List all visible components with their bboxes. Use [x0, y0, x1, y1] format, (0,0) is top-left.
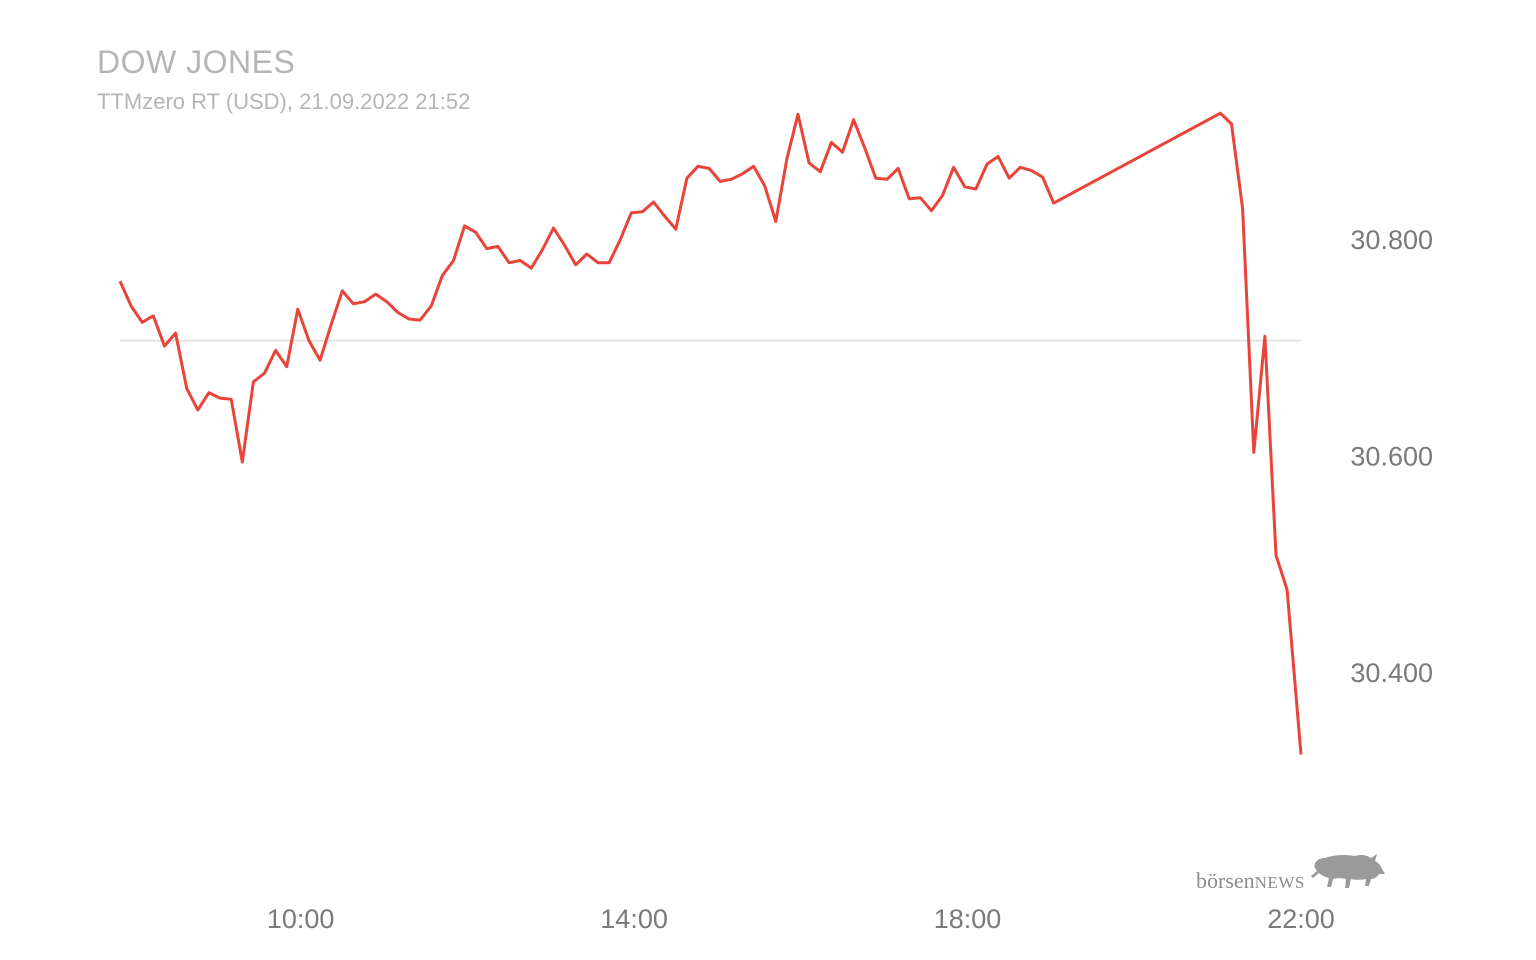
- brand-lower: börsen: [1196, 868, 1255, 893]
- chart-subtitle: TTMzero RT (USD), 21.09.2022 21:52: [97, 89, 471, 114]
- borsennews-logo: börsenNEWS: [1196, 852, 1385, 892]
- series-line: [118, 111, 1303, 755]
- brand-wordmark: börsenNEWS: [1196, 870, 1305, 892]
- y-tick-label: 30.600: [1350, 442, 1433, 472]
- x-tick-label: 18:00: [934, 904, 1002, 934]
- y-tick-label: 30.800: [1350, 225, 1433, 255]
- bull-icon: [1310, 854, 1385, 888]
- chart-title: DOW JONES: [97, 44, 296, 80]
- x-tick-label: 22:00: [1267, 904, 1335, 934]
- brand-upper: NEWS: [1254, 873, 1305, 892]
- y-tick-label: 30.400: [1350, 658, 1433, 688]
- x-tick-label: 14:00: [600, 904, 668, 934]
- x-tick-label: 10:00: [267, 904, 335, 934]
